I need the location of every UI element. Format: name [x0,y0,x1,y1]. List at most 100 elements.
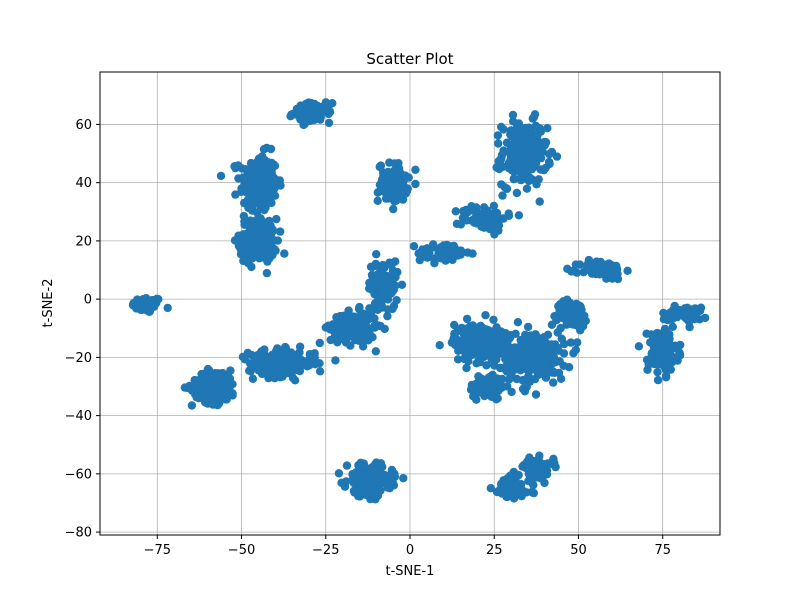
scatter-point [379,264,388,273]
scatter-point [511,329,520,338]
scatter-point [392,296,401,305]
x-tick-label: 25 [486,543,503,558]
scatter-point [569,308,578,317]
scatter-point [276,181,285,190]
scatter-point [298,360,307,370]
scatter-point [240,198,249,208]
scatter-point [600,269,609,279]
scatter-point [659,362,669,371]
scatter-point [371,259,380,269]
scatter-point [429,240,438,249]
scatter-point [315,338,324,348]
scatter-point [486,484,495,493]
scatter-point [571,345,580,355]
y-tick-label: −80 [65,526,92,541]
scatter-point [214,390,223,399]
scatter-point [128,300,138,310]
scatter-point [268,227,277,236]
scatter-point [529,488,538,498]
scatter-point [450,320,459,330]
scatter-point [384,282,394,291]
scatter-point [306,106,316,115]
scatter-point [514,138,524,147]
scatter-point [342,461,352,470]
scatter-point [486,342,496,351]
scatter-point [496,156,505,165]
scatter-point [265,253,274,263]
scatter-point [272,214,281,224]
scatter-point [305,116,314,126]
scatter-point [506,348,515,357]
scatter-point [644,360,653,369]
scatter-point [514,343,523,352]
scatter-point [281,342,290,352]
scatter-point [240,220,249,229]
scatter-point [411,165,420,174]
x-axis-label: t-SNE-1 [386,564,435,579]
scatter-point [255,358,265,367]
scatter-point [653,367,662,377]
scatter-point [549,367,558,376]
scatter-point [559,349,569,358]
scatter-point [482,361,491,370]
scatter-point [347,327,357,336]
scatter-point [391,281,400,290]
scatter-point [210,381,220,390]
scatter-point [668,322,677,331]
scatter-point [584,255,594,265]
scatter-point [334,469,344,478]
scatter-point [146,304,155,314]
scatter-point [348,470,357,479]
y-tick-label: 20 [75,234,92,249]
scatter-point [512,188,522,198]
scatter-point [208,400,218,409]
x-tick-label: −50 [228,543,255,558]
scatter-point [508,110,518,120]
scatter-point [383,295,393,304]
scatter-point [575,260,585,269]
scatter-point [374,276,383,285]
scatter-point [345,320,354,330]
scatter-point [549,378,558,387]
scatter-point [409,242,419,251]
scatter-point [503,367,512,376]
scatter-point [504,375,514,384]
y-tick-label: −60 [65,467,92,482]
scatter-point [271,246,280,255]
scatter-point [498,191,507,200]
scatter-point [515,164,524,173]
scatter-point [247,221,256,230]
scatter-point [675,348,684,357]
scatter-point [359,309,368,318]
scatter-point [224,391,233,400]
scatter-point [523,322,533,332]
scatter-point [462,314,472,324]
scatter-point [147,297,156,306]
scatter-point [504,489,513,498]
scatter-point [389,204,398,214]
scatter-point [558,313,567,322]
scatter-point [261,185,271,194]
scatter-point [545,150,554,159]
scatter-point [514,211,524,220]
scatter-point [502,184,512,193]
scatter-point [470,218,479,227]
scatter-point [493,131,503,140]
scatter-point [493,220,503,229]
scatter-point [270,191,280,200]
scatter-point [370,323,379,332]
scatter-point [522,184,532,193]
scatter-point [661,371,671,381]
scatter-point [623,266,632,275]
scatter-point [200,384,209,393]
scatter-point [245,366,254,375]
x-tick-label: 75 [654,543,671,558]
scatter-point [366,278,375,287]
y-tick-label: 40 [75,176,92,191]
scatter-point [357,335,366,344]
scatter-point [529,480,538,490]
scatter-point [513,356,522,365]
scatter-point [531,121,541,131]
scatter-point [358,342,368,351]
scatter-point [435,341,444,350]
